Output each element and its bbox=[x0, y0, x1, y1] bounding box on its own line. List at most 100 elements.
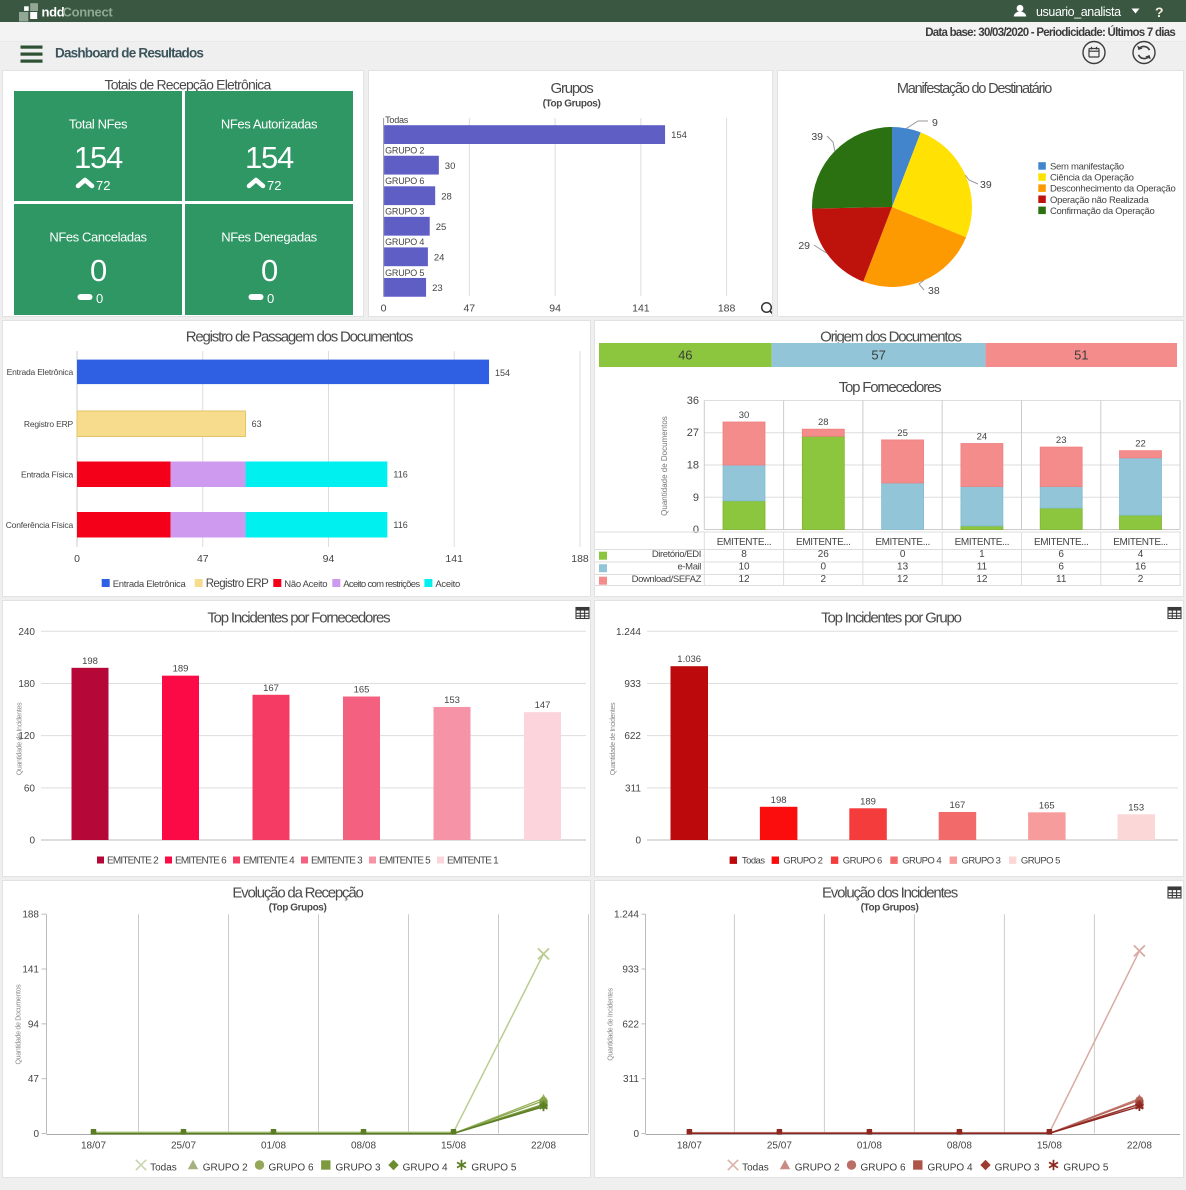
svg-text:0: 0 bbox=[33, 1129, 39, 1140]
svg-text:165: 165 bbox=[354, 685, 370, 696]
svg-text:153: 153 bbox=[1128, 802, 1144, 813]
svg-text:Ciência da Operação: Ciência da Operação bbox=[1050, 173, 1134, 184]
svg-text:22/08: 22/08 bbox=[531, 1141, 556, 1152]
svg-text:36: 36 bbox=[687, 395, 699, 407]
svg-text:9: 9 bbox=[693, 492, 699, 504]
svg-text:147: 147 bbox=[535, 700, 551, 711]
svg-text:Evolução dos Incidentes: Evolução dos Incidentes bbox=[822, 885, 958, 902]
svg-text:47: 47 bbox=[463, 303, 475, 315]
svg-text:0: 0 bbox=[693, 524, 699, 536]
svg-text:01/08: 01/08 bbox=[857, 1141, 882, 1152]
svg-text:622: 622 bbox=[622, 1019, 639, 1030]
svg-text:15/08: 15/08 bbox=[441, 1141, 466, 1152]
svg-text:22/08: 22/08 bbox=[1127, 1141, 1152, 1152]
svg-text:1.244: 1.244 bbox=[616, 627, 641, 638]
svg-text:12: 12 bbox=[976, 574, 988, 585]
svg-text:EMITENTE...: EMITENTE... bbox=[955, 537, 1010, 548]
svg-text:154: 154 bbox=[671, 130, 687, 141]
svg-text:39: 39 bbox=[811, 131, 823, 143]
svg-text:0: 0 bbox=[267, 291, 274, 306]
svg-text:EMITENTE 3: EMITENTE 3 bbox=[311, 856, 363, 867]
svg-text:9: 9 bbox=[932, 117, 938, 129]
svg-text:120: 120 bbox=[18, 731, 35, 742]
svg-text:Registro ERP: Registro ERP bbox=[24, 419, 74, 429]
svg-text:0: 0 bbox=[381, 303, 387, 315]
svg-text:Todas: Todas bbox=[385, 115, 409, 125]
svg-text:933: 933 bbox=[624, 679, 641, 690]
svg-text:11: 11 bbox=[1056, 574, 1067, 585]
svg-text:GRUPO 2: GRUPO 2 bbox=[783, 856, 822, 867]
svg-text:(Top Grupos): (Top Grupos) bbox=[269, 903, 327, 914]
svg-text:NFes Autorizadas: NFes Autorizadas bbox=[221, 117, 318, 132]
svg-text:94: 94 bbox=[323, 553, 335, 565]
svg-text:Dashboard de Resultados: Dashboard de Resultados bbox=[55, 46, 203, 61]
svg-text:Quantidade de Documentos: Quantidade de Documentos bbox=[660, 416, 669, 516]
svg-text:167: 167 bbox=[263, 683, 279, 694]
svg-text:EMITENTE 6: EMITENTE 6 bbox=[175, 856, 227, 867]
svg-text:Sem manifestação: Sem manifestação bbox=[1050, 162, 1124, 173]
svg-text:EMITENTE 1: EMITENTE 1 bbox=[447, 856, 499, 867]
svg-text:Aceito com restrições: Aceito com restrições bbox=[343, 579, 420, 590]
svg-text:Entrada Eletrônica: Entrada Eletrônica bbox=[7, 367, 74, 377]
svg-text:0: 0 bbox=[96, 291, 103, 306]
svg-text:Conferência Física: Conferência Física bbox=[6, 520, 74, 530]
svg-text:57: 57 bbox=[871, 348, 885, 363]
svg-text:30: 30 bbox=[739, 410, 750, 421]
svg-text:0: 0 bbox=[261, 253, 278, 288]
svg-text:72: 72 bbox=[267, 178, 281, 193]
svg-text:EMITENTE...: EMITENTE... bbox=[875, 537, 930, 548]
svg-text:22: 22 bbox=[1135, 439, 1146, 450]
svg-text:0: 0 bbox=[74, 553, 80, 565]
svg-text:Quantidade de Incidentes: Quantidade de Incidentes bbox=[610, 702, 617, 775]
svg-text:141: 141 bbox=[445, 553, 463, 565]
svg-text:EMITENTE 5: EMITENTE 5 bbox=[379, 856, 431, 867]
svg-text:47: 47 bbox=[197, 553, 209, 565]
svg-text:GRUPO 6: GRUPO 6 bbox=[843, 856, 882, 867]
svg-text:(Top Grupos): (Top Grupos) bbox=[543, 99, 601, 110]
svg-text:?: ? bbox=[1155, 4, 1164, 20]
svg-text:08/08: 08/08 bbox=[351, 1141, 376, 1152]
svg-text:Aceito: Aceito bbox=[435, 579, 460, 590]
svg-text:GRUPO 3: GRUPO 3 bbox=[336, 1162, 381, 1173]
svg-text:47: 47 bbox=[28, 1074, 40, 1085]
svg-text:e-Mail: e-Mail bbox=[678, 561, 702, 572]
svg-text:Operação não Realizada: Operação não Realizada bbox=[1050, 195, 1150, 206]
svg-text:0: 0 bbox=[633, 1129, 639, 1140]
svg-text:25: 25 bbox=[897, 428, 908, 439]
svg-text:Data base: 30/03/2020 - Period: Data base: 30/03/2020 - Periodicidade: Ú… bbox=[925, 26, 1175, 39]
svg-text:933: 933 bbox=[622, 965, 639, 976]
svg-text:Não Aceito: Não Aceito bbox=[284, 579, 327, 590]
svg-text:EMITENTE...: EMITENTE... bbox=[717, 537, 772, 548]
svg-text:28: 28 bbox=[818, 417, 829, 428]
svg-text:Top Incidentes por Fornecedore: Top Incidentes por Fornecedores bbox=[207, 610, 390, 627]
svg-text:12: 12 bbox=[738, 574, 750, 585]
svg-text:GRUPO 3: GRUPO 3 bbox=[385, 207, 424, 217]
svg-text:Confirmação da Operação: Confirmação da Operação bbox=[1050, 206, 1155, 217]
svg-text:8: 8 bbox=[741, 549, 747, 560]
svg-text:Registro de Passagem dos Docum: Registro de Passagem dos Documentos bbox=[186, 329, 413, 346]
svg-text:GRUPO 4: GRUPO 4 bbox=[902, 856, 941, 867]
svg-text:Todas: Todas bbox=[742, 1162, 769, 1173]
svg-text:EMITENTE...: EMITENTE... bbox=[1034, 537, 1089, 548]
svg-text:GRUPO 5: GRUPO 5 bbox=[1021, 856, 1060, 867]
svg-text:Diretório/EDI: Diretório/EDI bbox=[652, 549, 701, 560]
svg-text:(Top Grupos): (Top Grupos) bbox=[861, 903, 919, 914]
svg-text:Todas: Todas bbox=[150, 1162, 177, 1173]
svg-text:25/07: 25/07 bbox=[171, 1141, 196, 1152]
svg-text:0: 0 bbox=[821, 561, 827, 572]
svg-text:198: 198 bbox=[82, 656, 98, 667]
svg-text:188: 188 bbox=[718, 303, 736, 315]
svg-text:94: 94 bbox=[28, 1019, 40, 1030]
svg-text:18/07: 18/07 bbox=[81, 1141, 106, 1152]
svg-text:189: 189 bbox=[860, 796, 876, 807]
svg-text:6: 6 bbox=[1058, 549, 1064, 560]
svg-text:2: 2 bbox=[1138, 574, 1144, 585]
svg-text:72: 72 bbox=[96, 178, 110, 193]
svg-text:GRUPO 3: GRUPO 3 bbox=[995, 1162, 1040, 1173]
svg-text:24: 24 bbox=[434, 252, 445, 263]
svg-text:23: 23 bbox=[1056, 435, 1067, 446]
svg-text:198: 198 bbox=[771, 795, 787, 806]
svg-text:154: 154 bbox=[245, 140, 294, 175]
svg-text:Registro ERP: Registro ERP bbox=[206, 578, 269, 590]
svg-text:0: 0 bbox=[900, 549, 906, 560]
